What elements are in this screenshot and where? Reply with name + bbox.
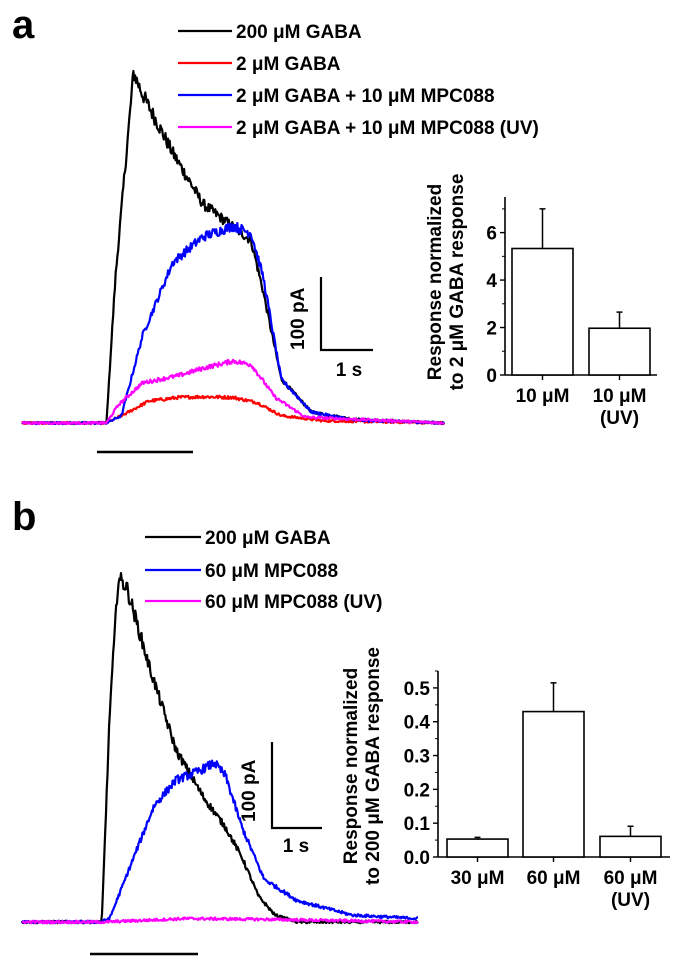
bar-chart-b: 0.00.10.20.30.40.530 μM 60 μM 60 μM(UV)Res… bbox=[341, 647, 670, 911]
panel-a: a 200 μM GABA 2 μM GABA 2 μM GABA + 10 μM … bbox=[12, 3, 657, 454]
legend-b: 200 μM GABA 60 μM MPC088 60 μM MPC088 (UV) bbox=[145, 528, 382, 613]
scale-bar-b: 100 pA 1 s bbox=[239, 742, 322, 857]
legend-label: 2 μM GABA bbox=[236, 54, 341, 75]
scale-bar-lines-b bbox=[270, 742, 322, 830]
scale-bar-time-label-a: 1 s bbox=[336, 360, 362, 381]
x-tick-label: (UV) bbox=[600, 408, 639, 429]
bar bbox=[599, 835, 662, 858]
y-axis-title-line: Response normalized bbox=[425, 184, 446, 380]
legend-item: 60 μM MPC088 (UV) bbox=[145, 592, 382, 613]
legend-label: 200 μM GABA bbox=[236, 22, 362, 43]
y-axis-title-line: Response normalized bbox=[341, 668, 362, 864]
traces-a bbox=[21, 69, 446, 426]
y-tick-label: 0.4 bbox=[404, 713, 431, 734]
y-tick-label: 0.2 bbox=[404, 780, 430, 801]
y-tick-label: 0.5 bbox=[404, 679, 431, 700]
y-tick-label: 0 bbox=[486, 366, 497, 387]
legend-label: 2 μM GABA + 10 μM MPC088 (UV) bbox=[236, 118, 539, 139]
trace-3 bbox=[21, 358, 445, 426]
x-tick-label: 60 μM bbox=[527, 868, 581, 889]
x-tick-label: 60 μM bbox=[604, 868, 658, 889]
traces-b bbox=[20, 571, 419, 925]
legend-item: 200 μM GABA bbox=[145, 528, 331, 549]
x-tick-label: 30 μM bbox=[451, 868, 505, 889]
scale-bar-current-label-b: 100 pA bbox=[239, 759, 260, 822]
scale-bar-time-label-b: 1 s bbox=[283, 836, 309, 857]
legend-label: 2 μM GABA + 10 μM MPC088 bbox=[236, 86, 495, 107]
y-axis-title-line: to 200 μM GABA response bbox=[363, 647, 384, 885]
x-tick-label: (UV) bbox=[611, 890, 650, 911]
panel-label-a: a bbox=[12, 3, 35, 47]
y-tick-label: 0.0 bbox=[404, 848, 430, 869]
y-tick-label: 0.1 bbox=[404, 814, 431, 835]
legend-item: 2 μM GABA + 10 μM MPC088 bbox=[178, 86, 495, 107]
bar bbox=[588, 327, 651, 376]
y-tick-label: 0.3 bbox=[404, 747, 430, 768]
legend-item: 2 μM GABA bbox=[178, 54, 341, 75]
legend-a: 200 μM GABA 2 μM GABA 2 μM GABA + 10 μM MP… bbox=[178, 22, 539, 139]
y-tick-label: 4 bbox=[486, 271, 497, 292]
x-tick-label: 10 μM bbox=[593, 386, 647, 407]
y-axis-title-line: to 2 μM GABA response bbox=[447, 174, 468, 391]
bar bbox=[511, 247, 574, 376]
y-tick-label: 2 bbox=[486, 319, 497, 340]
scale-bar-current-label-a: 100 pA bbox=[288, 287, 309, 350]
scale-bar-lines-a bbox=[319, 277, 373, 352]
legend-item: 2 μM GABA + 10 μM MPC088 (UV) bbox=[178, 118, 539, 139]
panel-label-b: b bbox=[12, 495, 36, 539]
trace-2 bbox=[21, 916, 419, 925]
bar bbox=[446, 838, 509, 858]
legend-label: 60 μM MPC088 (UV) bbox=[205, 592, 382, 613]
y-tick-label: 6 bbox=[486, 224, 497, 245]
x-tick-label: 10 μM bbox=[516, 386, 570, 407]
bar bbox=[522, 710, 585, 858]
legend-item: 200 μM GABA bbox=[178, 22, 362, 43]
scale-bar-a: 100 pA 1 s bbox=[288, 277, 373, 381]
legend-item: 60 μM MPC088 bbox=[145, 561, 338, 582]
legend-label: 60 μM MPC088 bbox=[205, 561, 338, 582]
trace-2 bbox=[21, 222, 445, 426]
panel-b: b 200 μM GABA 60 μM MPC088 60 μM MPC088 (U… bbox=[12, 495, 670, 956]
legend-label: 200 μM GABA bbox=[205, 528, 331, 549]
